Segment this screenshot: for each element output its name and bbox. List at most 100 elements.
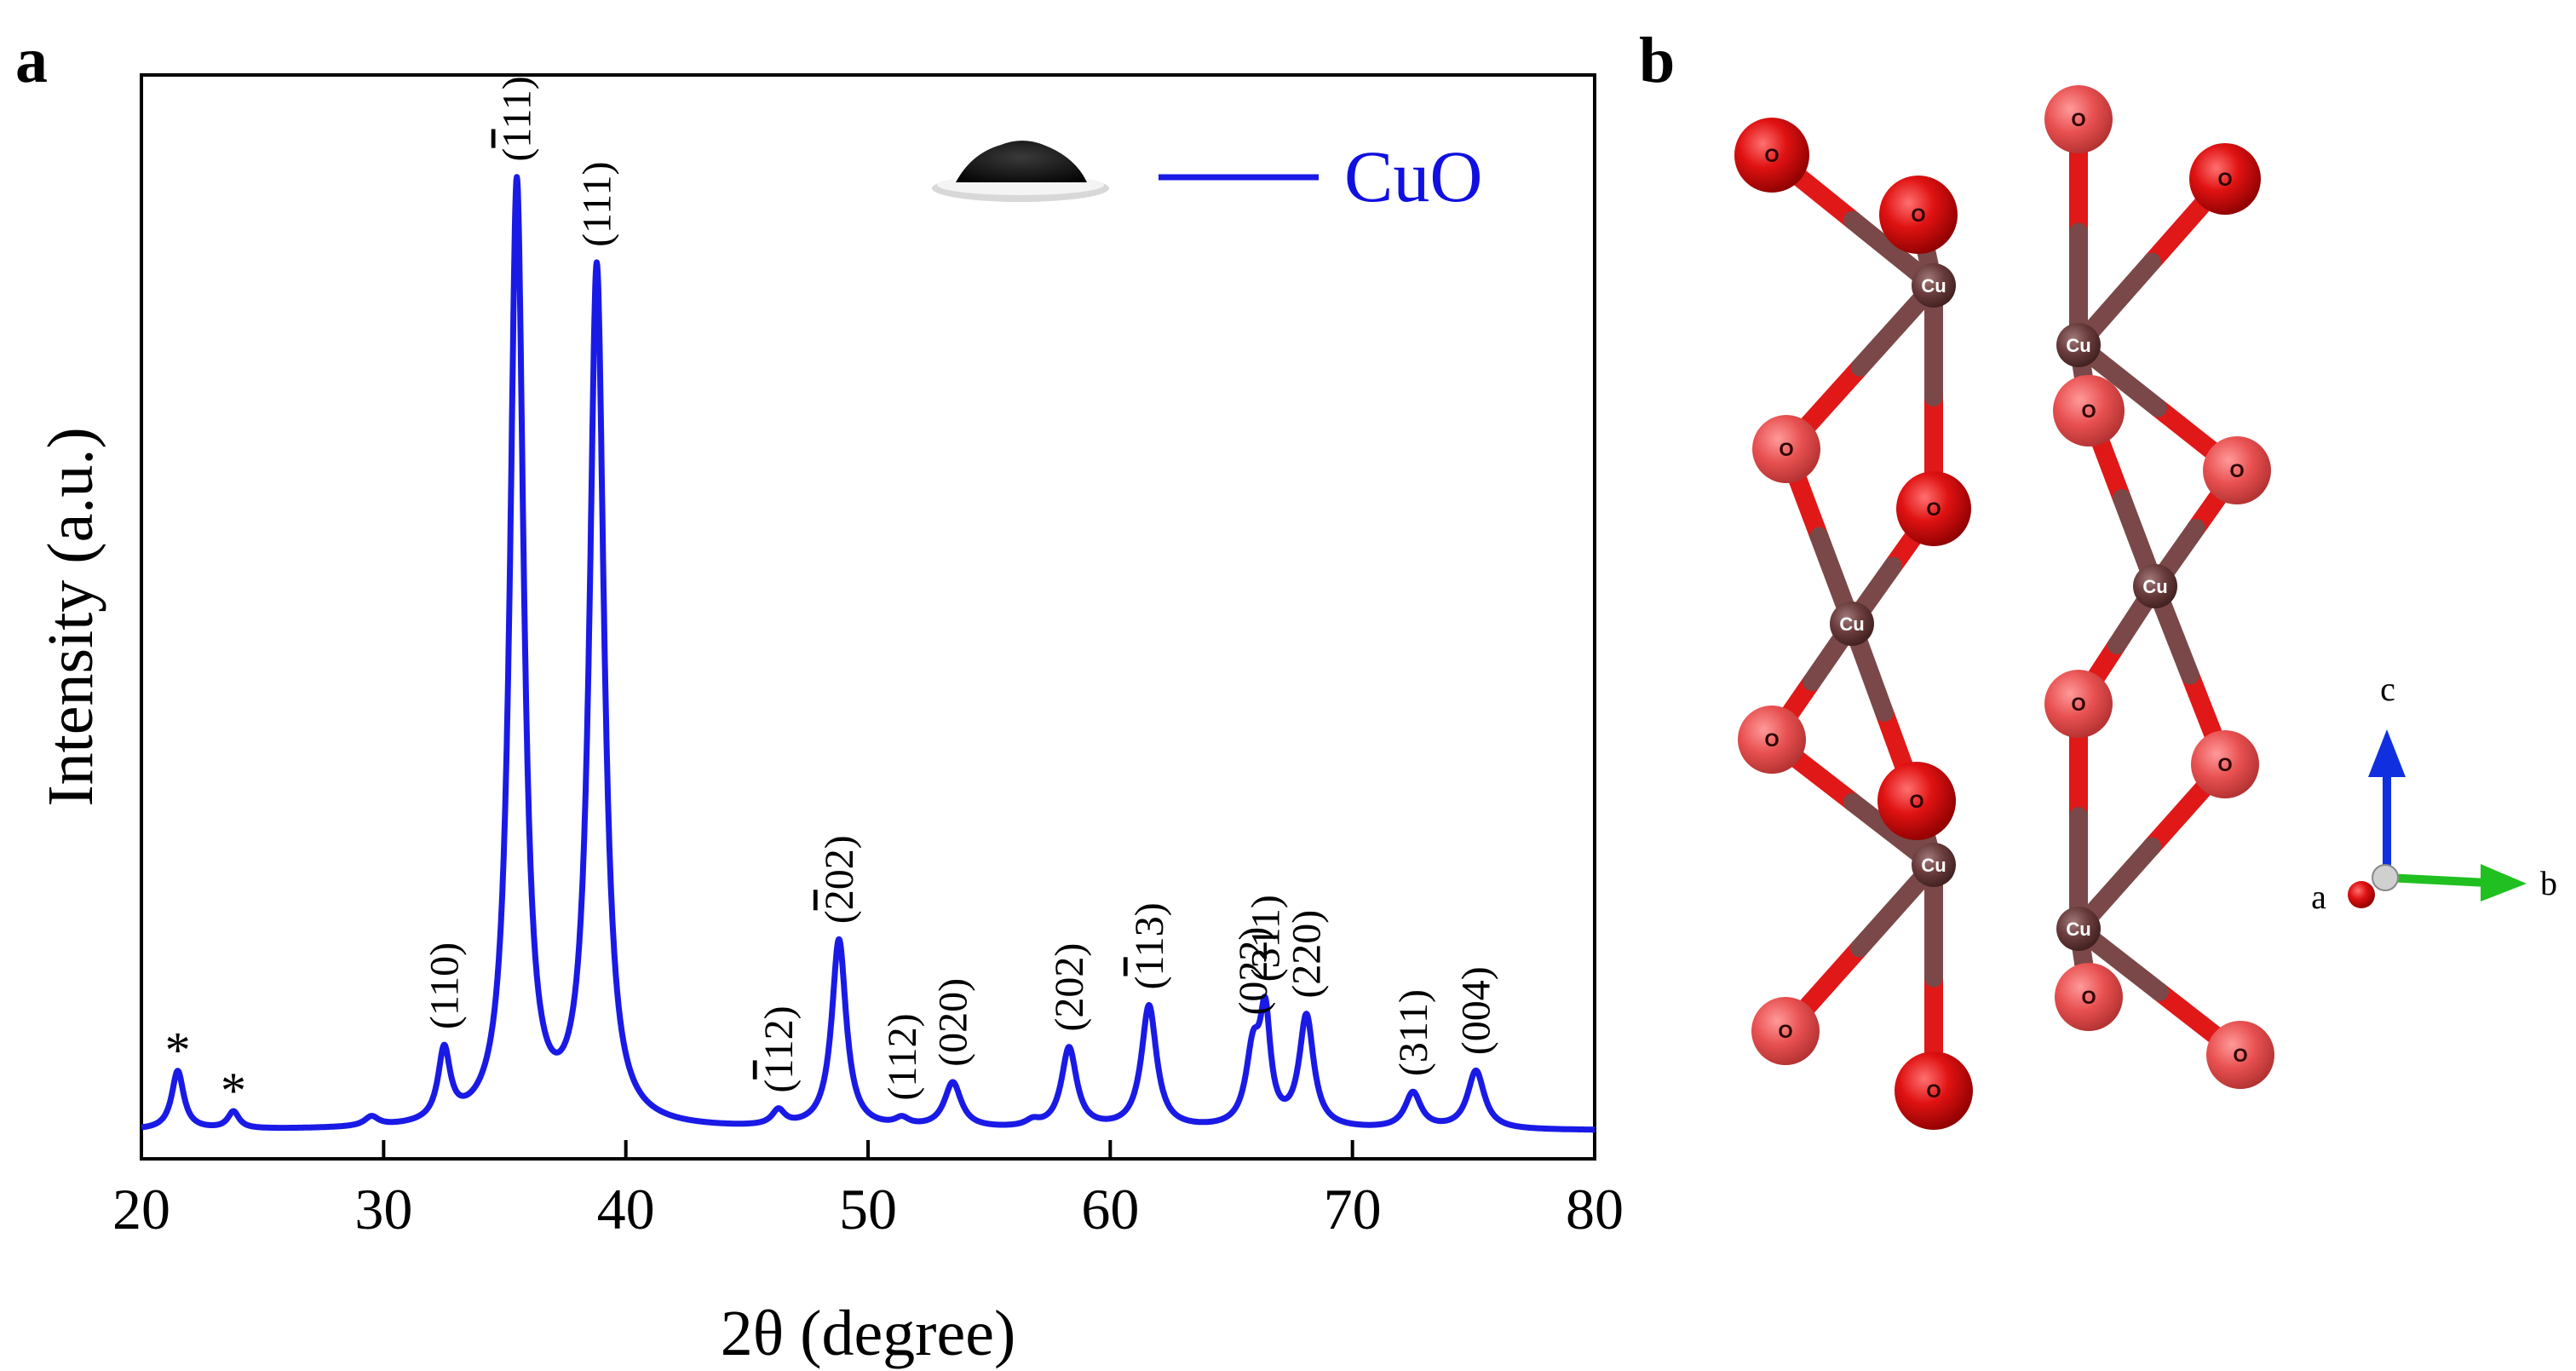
peak-label: (202) — [817, 835, 862, 924]
svg-text:O: O — [1926, 1080, 1941, 1102]
oxygen-atom: O — [2203, 436, 2271, 504]
copper-atom: Cu — [2133, 564, 2177, 608]
svg-text:(112): (112) — [880, 1013, 925, 1100]
x-axis-title: 2θ (degree) — [721, 1298, 1016, 1369]
peak-label: (202) — [1047, 943, 1092, 1032]
x-tick-labels: 20 30 40 50 60 70 80 — [112, 1177, 1624, 1241]
oxygen-atom: O — [2206, 1021, 2274, 1089]
svg-text:Cu: Cu — [2142, 576, 2167, 597]
peak-label: (111) — [495, 76, 540, 161]
impurity-marker: * — [165, 1022, 191, 1079]
svg-text:(220): (220) — [1285, 910, 1330, 999]
oxygen-atom: O — [1752, 415, 1820, 483]
peak-label: (220) — [1285, 910, 1330, 999]
peak-label: (112) — [880, 1013, 925, 1100]
svg-text:O: O — [2071, 694, 2085, 715]
svg-text:O: O — [1778, 1021, 1792, 1042]
svg-text:(113): (113) — [1127, 902, 1172, 989]
svg-text:(110): (110) — [422, 942, 467, 1029]
svg-text:Cu: Cu — [1921, 855, 1946, 876]
svg-text:Cu: Cu — [1921, 275, 1946, 297]
svg-text:O: O — [2217, 169, 2232, 190]
powder-dish-image — [932, 141, 1109, 202]
axis-b-arrow — [2386, 873, 2488, 887]
peak-label: (311) — [1243, 895, 1288, 982]
svg-text:(020): (020) — [931, 978, 976, 1067]
atoms: O O O O O O O O O O Cu Cu Cu Cu Cu Cu O O O O O O — [1734, 85, 2274, 1130]
svg-text:(202): (202) — [1047, 943, 1092, 1032]
peak-label: (004) — [1454, 966, 1499, 1055]
x-tick-label: 60 — [1081, 1177, 1139, 1241]
series-line-cuo — [139, 174, 1597, 1133]
svg-text:O: O — [2071, 109, 2085, 130]
peak-label: (113) — [1127, 902, 1172, 989]
oxygen-atom: O — [1879, 176, 1958, 254]
svg-text:O: O — [2229, 460, 2244, 481]
peak-label: (111) — [575, 162, 620, 247]
x-tick-label: 30 — [354, 1177, 412, 1241]
svg-text:O: O — [1779, 439, 1793, 460]
svg-text:O: O — [2217, 754, 2232, 775]
oxygen-atom: O — [2053, 375, 2125, 446]
peak-label: (112) — [756, 1005, 802, 1092]
oxygen-atom: O — [2044, 85, 2113, 153]
xrd-chart: 20 30 40 50 60 70 80 * * (110) (111) (111) (112) (20… — [35, 73, 1624, 1369]
oxygen-atom: O — [1896, 471, 1971, 546]
svg-text:O: O — [1911, 204, 1925, 226]
svg-text:O: O — [1764, 729, 1779, 751]
svg-text:O: O — [2081, 987, 2096, 1008]
svg-text:(202): (202) — [817, 835, 862, 924]
peak-label: (020) — [931, 978, 976, 1067]
peak-label: (022) — [1231, 927, 1276, 1016]
svg-text:O: O — [1926, 498, 1941, 520]
x-tick-label: 80 — [1566, 1177, 1624, 1241]
svg-text:O: O — [2233, 1045, 2247, 1066]
peak-label: (110) — [422, 942, 467, 1029]
panel-b-label: b — [1639, 25, 1675, 96]
lattice-axes-indicator: c b a — [2311, 670, 2557, 916]
oxygen-atom: O — [1751, 997, 1820, 1065]
svg-text:(311): (311) — [1243, 895, 1288, 982]
copper-atom: Cu — [1912, 263, 1956, 308]
svg-text:Cu: Cu — [2066, 919, 2090, 940]
svg-text:O: O — [1909, 791, 1923, 812]
svg-text:Cu: Cu — [1839, 613, 1864, 635]
impurity-marker: * — [221, 1063, 246, 1119]
oxygen-atom: O — [1734, 118, 1809, 193]
x-ticks — [140, 1140, 1596, 1159]
oxygen-atom: O — [1877, 762, 1956, 840]
svg-text:(004): (004) — [1454, 966, 1499, 1055]
oxygen-atom: O — [2191, 730, 2259, 798]
copper-atom: Cu — [1830, 602, 1874, 646]
axis-a-marker — [2348, 881, 2375, 908]
svg-text:(112): (112) — [756, 1005, 802, 1092]
oxygen-atom: O — [2044, 670, 2113, 738]
oxygen-atom: O — [2189, 143, 2261, 215]
plot-frame — [140, 73, 1596, 1161]
copper-atom: Cu — [1912, 843, 1956, 887]
copper-atom: Cu — [2056, 907, 2101, 951]
x-tick-label: 40 — [597, 1177, 655, 1241]
oxygen-atom: O — [1895, 1051, 1973, 1130]
copper-atom: Cu — [2056, 323, 2101, 367]
svg-text:(111): (111) — [575, 162, 620, 247]
x-tick-label: 50 — [839, 1177, 897, 1241]
panel-a-label: a — [15, 25, 48, 96]
x-tick-label: 70 — [1324, 1177, 1382, 1241]
oxygen-atom: O — [1738, 706, 1806, 774]
peak-labels: **(110)(111)(111)(112)(202)(112) (020) (20… — [165, 76, 1499, 1119]
axis-c-label: c — [2380, 670, 2395, 708]
axis-a-label: a — [2311, 878, 2326, 916]
cuo-crystal-structure: O O O O O O O O O O Cu Cu Cu Cu Cu Cu O O O O O O — [1734, 85, 2274, 1130]
svg-text:(111): (111) — [495, 76, 540, 161]
legend-label: CuO — [1344, 135, 1482, 217]
axis-b-label: b — [2540, 864, 2557, 902]
svg-text:Cu: Cu — [2066, 335, 2090, 356]
svg-text:(311): (311) — [1391, 989, 1436, 1076]
svg-text:O: O — [2081, 400, 2096, 422]
x-tick-label: 20 — [112, 1177, 170, 1241]
oxygen-atom: O — [2055, 963, 2123, 1031]
legend: CuO — [932, 135, 1482, 217]
axis-origin — [2372, 864, 2399, 891]
